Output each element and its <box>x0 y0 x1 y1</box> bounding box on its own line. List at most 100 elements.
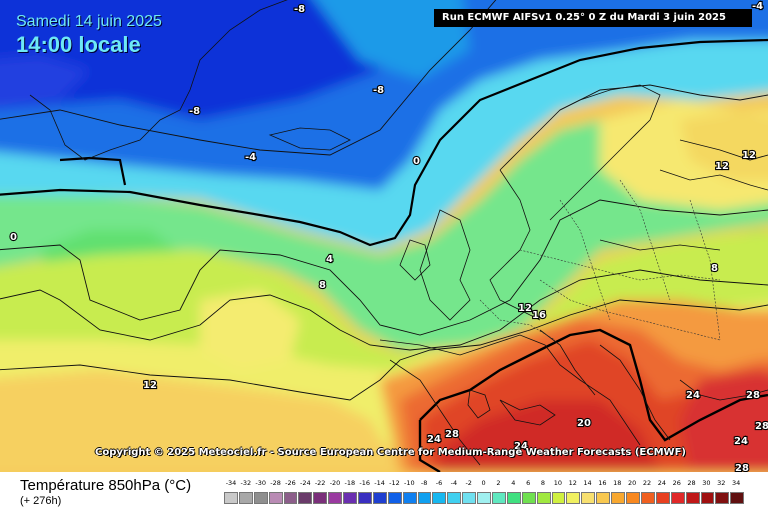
legend-subtitle: (+ 276h) <box>20 495 62 507</box>
scale-label: -8 <box>420 479 428 487</box>
isotherm-label: 24 <box>686 390 700 401</box>
isotherm-label: 24 <box>514 441 528 452</box>
scale-swatch <box>313 492 328 504</box>
scale-label: -2 <box>465 479 472 487</box>
isotherm-label: 8 <box>711 263 718 274</box>
scale-label: 10 <box>553 479 562 487</box>
scale-label: 32 <box>717 479 726 487</box>
scale-label: -22 <box>314 479 326 487</box>
legend-title: Température 850hPa (°C) <box>20 477 192 494</box>
scale-label: 12 <box>568 479 577 487</box>
scale-swatch <box>670 492 685 504</box>
isotherm-label: 28 <box>735 463 749 472</box>
isotherm-label: 28 <box>746 390 760 401</box>
isotherm-label: 12 <box>518 303 532 314</box>
scale-label: -6 <box>435 479 443 487</box>
isotherm-20-line <box>418 328 768 472</box>
scale-label: 4 <box>511 479 516 487</box>
scale-swatch <box>551 492 566 504</box>
isotherm-label: 28 <box>755 421 768 432</box>
scale-swatch <box>283 492 298 504</box>
scale-swatch <box>536 492 551 504</box>
scale-swatch <box>238 492 253 504</box>
scale-swatch <box>253 492 268 504</box>
scale-label: -14 <box>374 479 385 487</box>
isotherm-label: 12 <box>143 380 157 391</box>
isotherm-label: 16 <box>532 310 546 321</box>
isotherm-label: 8 <box>319 280 326 291</box>
scale-label: 28 <box>687 479 696 487</box>
scale-swatch <box>685 492 700 504</box>
scale-swatch <box>358 492 372 504</box>
scale-swatch <box>402 492 417 504</box>
scale-label: 2 <box>496 479 501 487</box>
scale-swatch <box>387 492 402 504</box>
scale-label: -32 <box>240 479 252 487</box>
isotherm-label: 20 <box>577 418 591 429</box>
scale-swatch <box>432 492 447 504</box>
scale-swatch <box>447 492 462 504</box>
color-scale-swatches <box>224 492 745 504</box>
forecast-date: Samedi 14 juin 2025 <box>16 13 162 30</box>
scale-swatch <box>268 492 283 504</box>
scale-swatch <box>581 492 596 504</box>
color-scale: -34 -32 -30 -28 -26 -24 -22 -20 -18 -16 -14 -12 -10-… <box>224 479 745 507</box>
scale-swatch <box>328 492 343 504</box>
isotherm-label: -4 <box>245 152 256 163</box>
isotherm-label: -8 <box>189 106 200 117</box>
scale-label: 14 <box>583 479 592 487</box>
scale-swatch <box>640 492 655 504</box>
scale-label: -20 <box>329 479 341 487</box>
isotherm-lines <box>0 0 768 401</box>
isotherm-label: 24 <box>427 434 441 445</box>
scale-label: 30 <box>702 479 711 487</box>
scale-swatch <box>506 492 521 504</box>
scale-label: -30 <box>255 479 267 487</box>
scale-label: 0 <box>481 479 486 487</box>
isotherm-label: -4 <box>752 1 763 12</box>
scale-label: 16 <box>598 479 607 487</box>
temperature-map: -8 -8 -8 -4 -4 0 0 4 8 8 12 12 12 12 16 … <box>0 0 768 472</box>
scale-swatch <box>626 492 640 504</box>
legend-bar: Température 850hPa (°C) (+ 276h) -34 -32-… <box>0 472 768 512</box>
scale-swatch <box>566 492 581 504</box>
scale-label: 20 <box>628 479 637 487</box>
isotherm-label: -8 <box>373 85 384 96</box>
scale-label: 24 <box>657 479 666 487</box>
isotherm-labels: -8 -8 -8 -4 -4 0 0 4 8 8 12 12 12 12 16 … <box>9 0 768 472</box>
scale-swatch <box>730 492 745 504</box>
scale-label: -26 <box>285 479 296 487</box>
isotherm-0-line <box>0 38 768 247</box>
isotherm-label: 28 <box>445 429 459 440</box>
scale-swatch <box>700 492 715 504</box>
isotherm-label: 4 <box>326 254 333 265</box>
scale-swatch <box>343 492 358 504</box>
color-scale-labels: -34 -32 -30 -28 -26 -24 -22 -20 -18 -16 -14 -12 -10-… <box>224 479 744 491</box>
scale-label: 22 <box>642 479 652 487</box>
scale-swatch <box>596 492 611 504</box>
scale-swatch <box>521 492 536 504</box>
scale-label: -10 <box>403 479 415 487</box>
scale-swatch <box>611 492 626 504</box>
coastlines <box>29 0 768 466</box>
scale-label: 34 <box>732 479 741 487</box>
scale-swatch <box>417 492 432 504</box>
scale-swatch <box>224 492 238 504</box>
scale-label: 26 <box>672 479 681 487</box>
scale-label: -18 <box>344 479 356 487</box>
scale-label: -4 <box>450 479 458 487</box>
isotherm-label: -8 <box>294 4 305 15</box>
forecast-time: 14:00 locale <box>16 32 141 57</box>
temperature-field <box>0 0 768 472</box>
scale-swatch <box>715 492 730 504</box>
borders <box>479 179 721 341</box>
isotherm-label: 12 <box>742 150 756 161</box>
scale-swatch <box>492 492 506 504</box>
scale-label: -24 <box>299 479 311 487</box>
scale-label: -12 <box>389 479 400 487</box>
scale-swatch <box>655 492 670 504</box>
isotherm-label: 24 <box>734 436 748 447</box>
scale-label: 6 <box>526 479 531 487</box>
scale-label: -16 <box>359 479 371 487</box>
isotherm-label: 0 <box>413 156 420 167</box>
